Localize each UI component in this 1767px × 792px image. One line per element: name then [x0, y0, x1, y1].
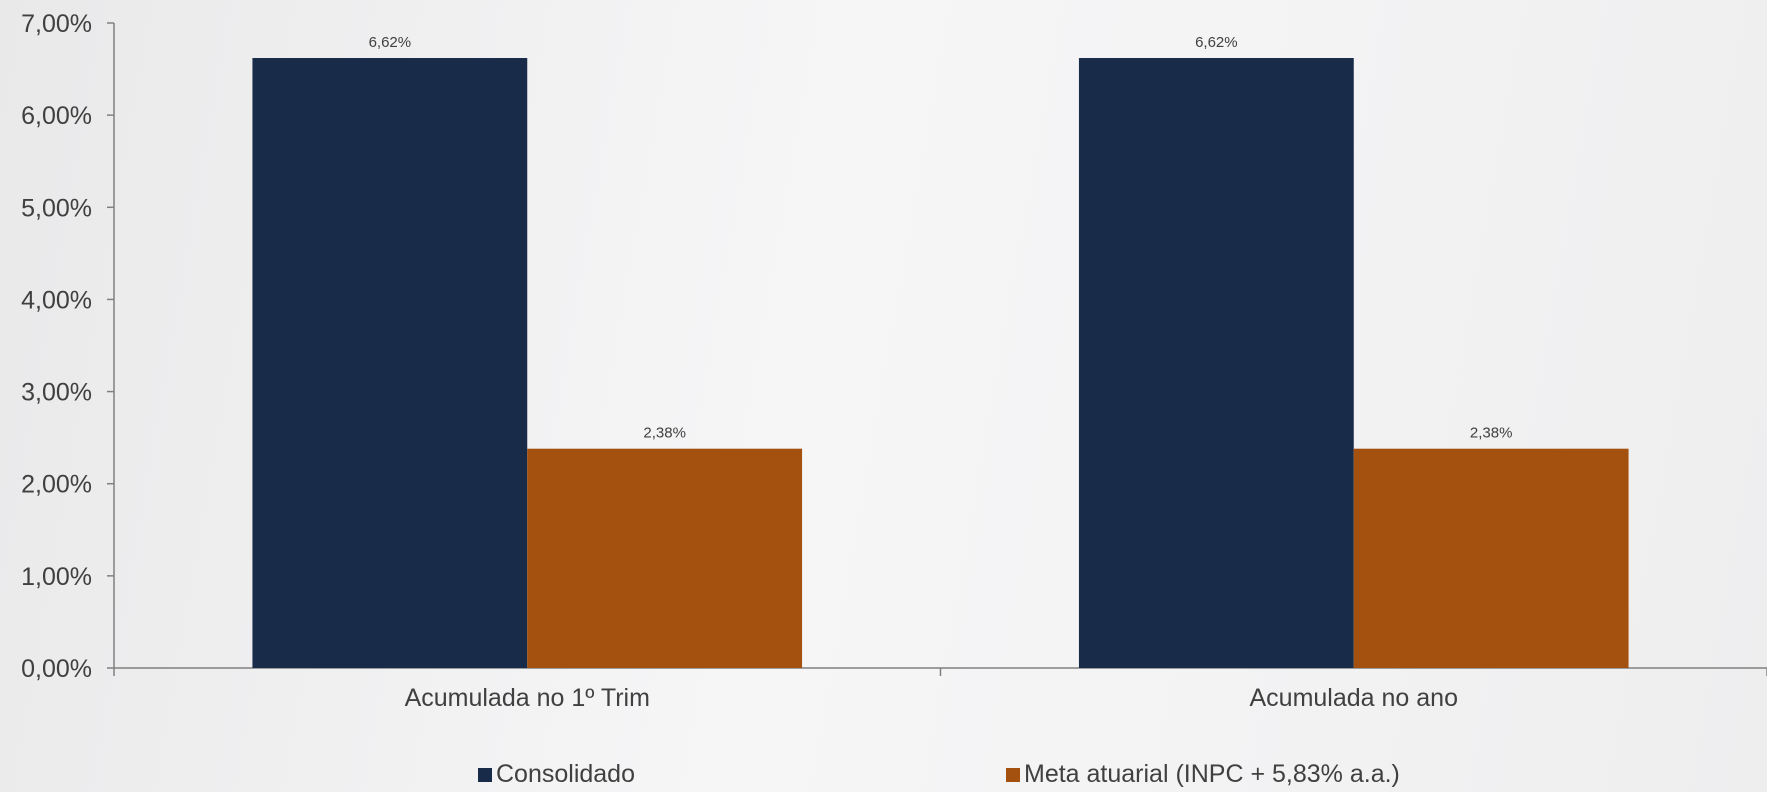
bar-consolidado — [252, 58, 528, 669]
legend-label-meta-atuarial: Meta atuarial (INPC + 5,83% a.a.) — [1024, 760, 1400, 788]
y-tick-label: 4,00% — [21, 286, 92, 314]
legend-swatch-meta-atuarial — [1006, 767, 1020, 782]
y-tick-label: 5,00% — [21, 194, 92, 222]
bar-meta-atuarial — [527, 448, 803, 668]
legend-item-meta-atuarial: Meta atuarial (INPC + 5,83% a.a.) — [1006, 760, 1400, 789]
bar-chart: 0,00% 1,00% 2,00% 3,00% 4,00% 5,00% 6,00% 7,00%… — [21, 10, 1767, 712]
legend: Consolidado Meta atuarial (INPC + 5,83% … — [0, 760, 1767, 792]
bars — [252, 58, 1629, 669]
x-category-label: Acumulada no ano — [1250, 684, 1458, 712]
x-axis: Acumulada no 1º Trim Acumulada no ano — [113, 667, 1767, 712]
y-tick-label: 0,00% — [21, 655, 92, 683]
data-labels: 6,62% 2,38% 6,62% 2,38% — [369, 34, 1513, 442]
bar-value-label: 6,62% — [1195, 34, 1238, 51]
y-tick-label: 7,00% — [21, 10, 92, 38]
y-tick-label: 6,00% — [21, 102, 92, 130]
legend-item-consolidado: Consolidado — [478, 760, 635, 789]
bar-value-label: 2,38% — [1470, 425, 1513, 442]
y-axis: 0,00% 1,00% 2,00% 3,00% 4,00% 5,00% 6,00% 7,00% — [21, 10, 115, 683]
bar-value-label: 6,62% — [369, 34, 412, 51]
y-tick-label: 3,00% — [21, 379, 92, 407]
x-category-label: Acumulada no 1º Trim — [405, 684, 650, 712]
legend-label-consolidado: Consolidado — [496, 760, 635, 788]
legend-swatch-consolidado — [478, 767, 492, 782]
y-tick-label: 1,00% — [21, 563, 92, 591]
bar-meta-atuarial — [1353, 448, 1629, 668]
bar-consolidado — [1078, 58, 1354, 669]
bar-value-label: 2,38% — [643, 425, 686, 442]
y-tick-label: 2,00% — [21, 471, 92, 499]
